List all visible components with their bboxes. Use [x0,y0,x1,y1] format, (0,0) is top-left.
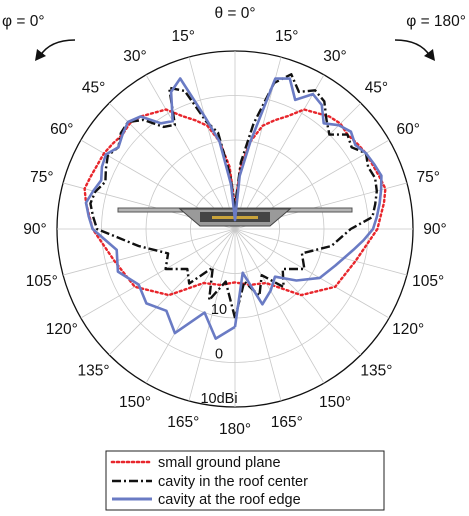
angle-label: 15° [275,28,298,45]
angle-label: 30° [123,48,146,65]
radial-tick-label: 10dBi [200,391,237,407]
angle-label: 105° [26,273,58,290]
angle-label: 60° [50,121,73,138]
angle-label: 60° [396,121,419,138]
legend-label: cavity at the roof edge [158,492,301,508]
angle-label: 45° [365,80,388,97]
angle-label: 135° [360,362,392,379]
legend: small ground plane cavity in the roof ce… [105,450,385,511]
angle-label: 75° [416,169,439,186]
header-right-label: φ = 180° [406,13,466,30]
angle-label: 30° [323,48,346,65]
angle-label: 90° [23,221,46,238]
angle-label: 135° [78,362,110,379]
series-layer [83,73,387,340]
radial-tick-label: 10 [211,302,227,318]
header-left-label: φ = 0° [2,13,45,30]
rotation-arrow-right-icon [394,39,435,61]
legend-item-small-ground-plane: small ground plane [110,455,281,471]
angle-label: 120° [392,321,424,338]
angle-label: 165° [271,414,303,431]
angle-label: 165° [167,414,199,431]
legend-label: small ground plane [158,455,281,471]
header-center-label: θ = 0° [214,5,255,22]
angle-label: 150° [319,394,351,411]
angle-label: 105° [412,273,444,290]
angle-label: 15° [172,28,195,45]
angle-label: 75° [30,169,53,186]
legend-item-cavity-roof-edge: cavity at the roof edge [112,492,301,508]
legend-item-cavity-roof-center: cavity in the roof center [112,474,308,490]
angle-label: 120° [46,321,78,338]
angle-labels: 15° 30° 45° 60° 75° 90° 105° 120° 135° 150° 165° 15… [23,28,446,438]
series-line-3 [84,77,383,340]
angle-label: 180° [219,421,251,438]
radial-tick-label: 0 [215,347,223,363]
radial-labels: 10 0 10dBi [200,302,237,407]
angle-label: 150° [119,394,151,411]
legend-box [105,450,385,511]
series-line-2 [89,73,378,319]
legend-label: cavity in the roof center [158,474,308,490]
polar-grid [56,50,414,408]
rotation-arrow-left-icon [35,39,76,61]
angle-label: 45° [82,80,105,97]
angle-label: 90° [423,221,446,238]
